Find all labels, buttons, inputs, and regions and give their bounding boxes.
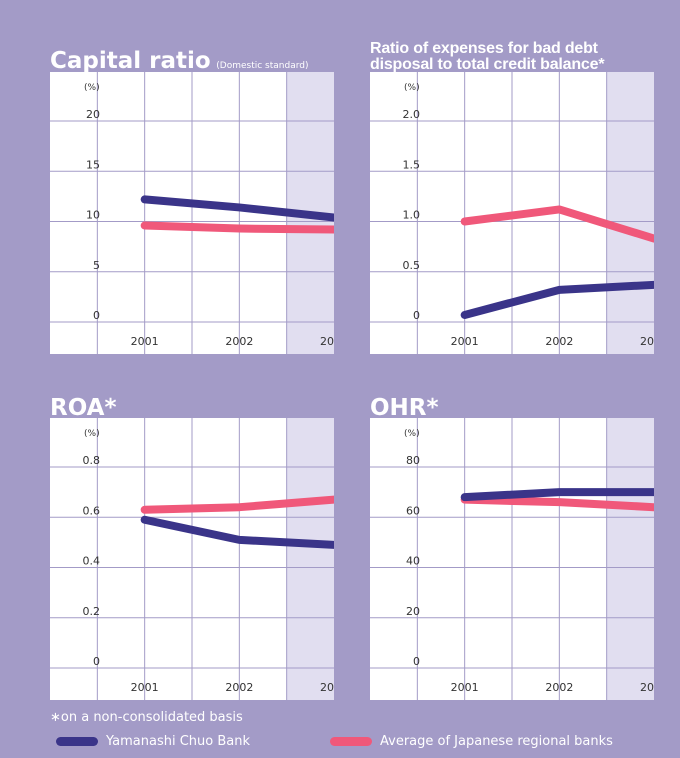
- y-unit-label: (%): [404, 429, 420, 439]
- y-tick-label: 40: [406, 555, 420, 568]
- y-tick-label: 0: [413, 309, 420, 322]
- y-tick-label: 0.6: [83, 504, 101, 517]
- y-tick-label: 0.4: [83, 555, 101, 568]
- legend-swatch-regional: [330, 737, 372, 746]
- x-tick-label: 2002: [225, 681, 253, 694]
- x-tick-label: 2003: [320, 681, 334, 694]
- y-unit-label: (%): [84, 83, 100, 93]
- y-tick-label: 5: [93, 259, 100, 272]
- y-tick-label: 20: [86, 108, 100, 121]
- bad-debt-ratio-title: Ratio of expenses for bad debt disposal …: [370, 40, 605, 73]
- x-tick-label: 2001: [131, 335, 159, 348]
- roa-chart: 0 0.2 0.4 0.6 0.8 (%) 2001 2002 2003: [50, 418, 334, 700]
- capital-ratio-title: Capital ratio (Domestic standard): [50, 48, 309, 74]
- x-tick-label: 2003: [640, 335, 654, 348]
- x-tick-label: 2002: [545, 681, 573, 694]
- series-line-bank: [460, 488, 654, 502]
- x-tick-label: 2001: [451, 335, 479, 348]
- series-line-bank: [460, 280, 654, 319]
- legend-swatch-bank: [56, 737, 98, 746]
- legend-label-regional: Average of Japanese regional banks: [380, 734, 613, 749]
- series-line-regional: [140, 495, 334, 514]
- x-tick-label: 2003: [640, 681, 654, 694]
- x-tick-label: 2001: [131, 681, 159, 694]
- x-tick-label: 2002: [225, 335, 253, 348]
- series-line-regional: [460, 205, 654, 243]
- shaded-region: [606, 418, 654, 700]
- y-tick-label: 10: [86, 209, 100, 222]
- x-tick-label: 2001: [451, 681, 479, 694]
- series-line-bank: [140, 515, 334, 549]
- series-line-regional: [140, 221, 334, 234]
- y-tick-label: 20: [406, 605, 420, 618]
- y-tick-label: 15: [86, 158, 100, 171]
- y-tick-label: 0.8: [83, 454, 101, 467]
- y-tick-label: 1.0: [403, 209, 421, 222]
- legend-item-regional: Average of Japanese regional banks: [330, 734, 613, 749]
- y-tick-label: 0.5: [403, 259, 421, 272]
- bad-debt-ratio-chart: 0 0.5 1.0 1.5 2.0 (%) 2001 2002 2003: [370, 72, 654, 354]
- legend-item-bank: Yamanashi Chuo Bank: [56, 734, 250, 749]
- legend: Yamanashi Chuo Bank Average of Japanese …: [50, 734, 680, 752]
- series-line-regional: [460, 495, 654, 512]
- footnote: ∗on a non-consolidated basis: [50, 710, 243, 725]
- x-tick-label: 2002: [545, 335, 573, 348]
- shaded-region: [606, 72, 654, 354]
- y-tick-label: 0: [413, 655, 420, 668]
- y-unit-label: (%): [84, 429, 100, 439]
- y-tick-label: 0: [93, 655, 100, 668]
- y-tick-label: 0.2: [83, 605, 101, 618]
- capital-ratio-chart: 0 5 10 15 20 (%) 2001 2002 2003: [50, 72, 334, 354]
- legend-label-bank: Yamanashi Chuo Bank: [106, 734, 251, 749]
- y-tick-label: 1.5: [403, 158, 421, 171]
- ohr-title: OHR*: [370, 395, 439, 421]
- y-tick-label: 80: [406, 454, 420, 467]
- shaded-region: [286, 418, 334, 700]
- series-line-bank: [140, 195, 334, 222]
- x-tick-label: 2003: [320, 335, 334, 348]
- y-tick-label: 60: [406, 504, 420, 517]
- y-tick-label: 2.0: [403, 108, 421, 121]
- y-tick-label: 0: [93, 309, 100, 322]
- ohr-chart: 0 20 40 60 80 (%) 2001 2002 2003: [370, 418, 654, 700]
- roa-title: ROA*: [50, 395, 117, 421]
- y-unit-label: (%): [404, 83, 420, 93]
